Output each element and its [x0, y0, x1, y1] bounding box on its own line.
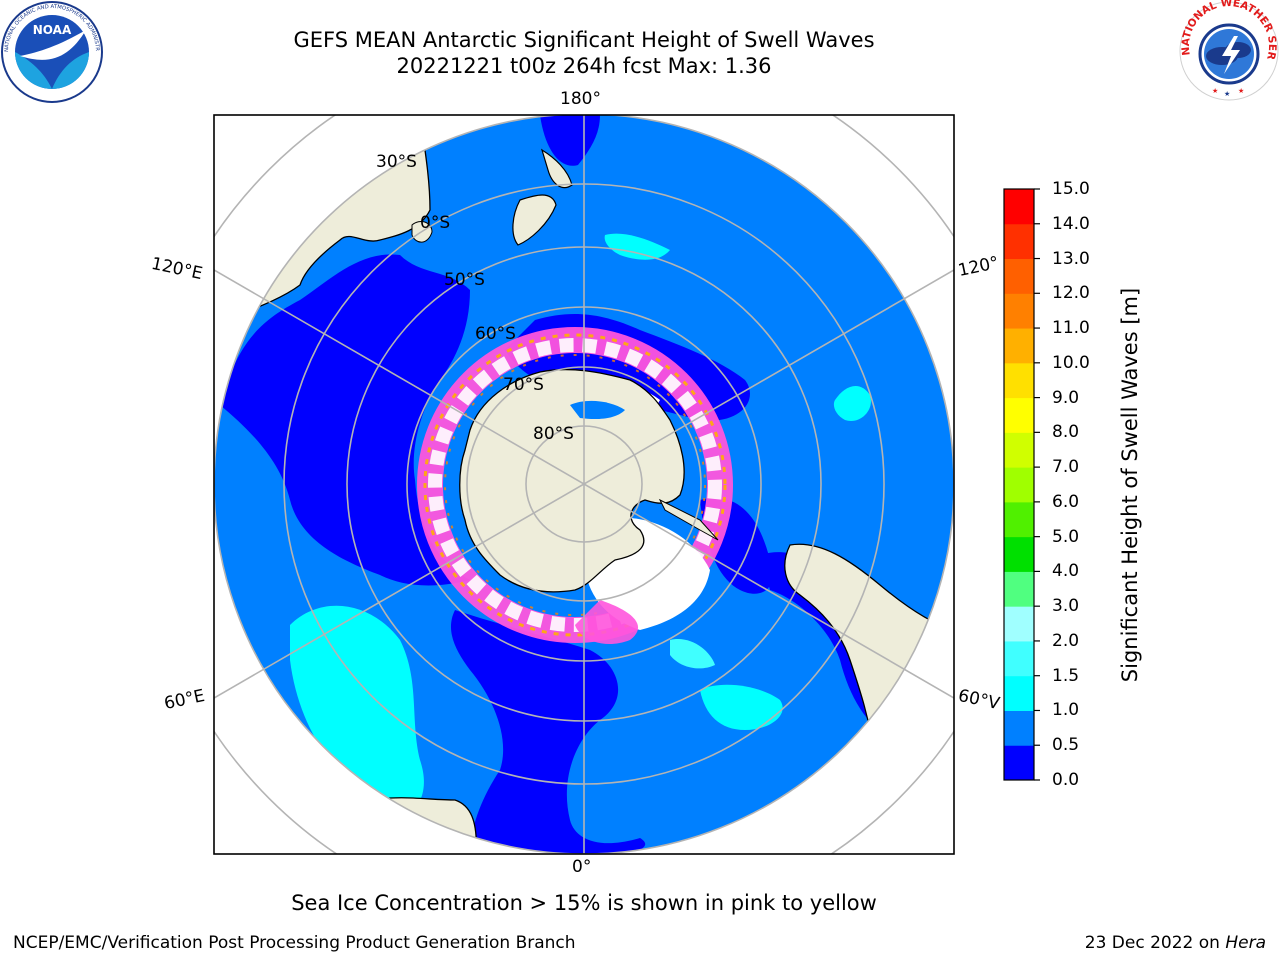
- colorbar-cell: [1004, 640, 1034, 677]
- moderate-swell-region: [290, 605, 424, 820]
- colorbar-cell: [1004, 675, 1034, 711]
- noaa-logo-text: NOAA: [33, 23, 72, 37]
- colorbar-tick-label: 12.0: [1052, 283, 1090, 304]
- lat-label-70s: 70°S: [503, 375, 544, 395]
- colorbar-cell: [1004, 710, 1034, 746]
- footer-host: Hera: [1225, 933, 1266, 953]
- colorbar-label: Significant Height of Swell Waves [m]: [1118, 287, 1142, 683]
- footer-date-text: 23 Dec 2022 on: [1084, 933, 1226, 953]
- colorbar-cell: [1004, 606, 1034, 642]
- lat-label-80s: 80°S: [533, 424, 574, 444]
- nws-logo-icon: NATIONAL WEATHER SERVICE ★★★: [1178, 0, 1279, 101]
- colorbar-cell: [1004, 397, 1034, 433]
- map-subtitle: 20221221 t00z 264h fcst Max: 1.36: [396, 54, 772, 78]
- colorbar-tick-label: 11.0: [1052, 318, 1090, 339]
- colorbar-cell: [1004, 467, 1034, 503]
- lat-label-60s: 60°S: [475, 324, 516, 344]
- map-title: GEFS MEAN Antarctic Significant Height o…: [293, 28, 875, 52]
- svg-text:★: ★: [1212, 87, 1218, 95]
- lat-label-50s: 50°S: [444, 270, 485, 290]
- colorbar-cell: [1004, 258, 1034, 294]
- colorbar-cell: [1004, 432, 1034, 468]
- colorbar-tick-label: 1.0: [1052, 700, 1080, 721]
- svg-text:★: ★: [1238, 87, 1244, 95]
- noaa-logo-icon: NOAA NATIONAL OCEANIC AND ATMOSPHERIC AD…: [0, 0, 103, 103]
- svg-text:★: ★: [1224, 90, 1230, 98]
- colorbar-tick-label: 7.0: [1052, 457, 1080, 478]
- colorbar-tick-label: 9.0: [1052, 387, 1080, 408]
- lat-label-40s: 0°S: [420, 213, 451, 233]
- graticule: [214, 115, 954, 854]
- colorbar-cell: [1004, 293, 1034, 329]
- colorbar-tick-label: 3.0: [1052, 596, 1080, 617]
- colorbar-tick-label: 4.0: [1052, 561, 1080, 582]
- sea-ice-note: Sea Ice Concentration > 15% is shown in …: [291, 891, 877, 915]
- footer-date: 23 Dec 2022 on Hera: [1085, 933, 1266, 953]
- colorbar-tick-label: 5.0: [1052, 526, 1080, 547]
- colorbar-tick-label: 0.0: [1052, 770, 1080, 790]
- colorbar-cell: [1004, 536, 1034, 572]
- colorbar-tick-label: 0.5: [1052, 735, 1080, 756]
- lon-label-bottom: 0°: [572, 857, 592, 877]
- colorbar-tick-label: 13.0: [1052, 248, 1090, 269]
- colorbar-cell: [1004, 501, 1034, 538]
- colorbar-tick-label: 15.0: [1052, 179, 1090, 199]
- colorbar-tick-label: 1.5: [1052, 665, 1080, 686]
- colorbar-cell: [1004, 328, 1034, 364]
- colorbar-cell: [1004, 362, 1034, 399]
- colorbar-tick-label: 14.0: [1052, 213, 1090, 234]
- lon-label-top: 180°: [560, 89, 601, 109]
- footer-credit: NCEP/EMC/Verification Post Processing Pr…: [13, 933, 576, 953]
- colorbar-tick-label: 6.0: [1052, 491, 1080, 512]
- colorbar-tick-label: 8.0: [1052, 422, 1080, 443]
- colorbar-cell: [1004, 223, 1034, 260]
- colorbar-cell: [1004, 189, 1034, 225]
- colorbar-tick-label: 10.0: [1052, 352, 1090, 373]
- colorbar-tick-label: 2.0: [1052, 630, 1080, 651]
- lat-label-30s: 30°S: [376, 152, 417, 172]
- map-frame: [213, 114, 955, 855]
- colorbar-cell: [1004, 571, 1034, 607]
- colorbar-cell: [1004, 745, 1034, 781]
